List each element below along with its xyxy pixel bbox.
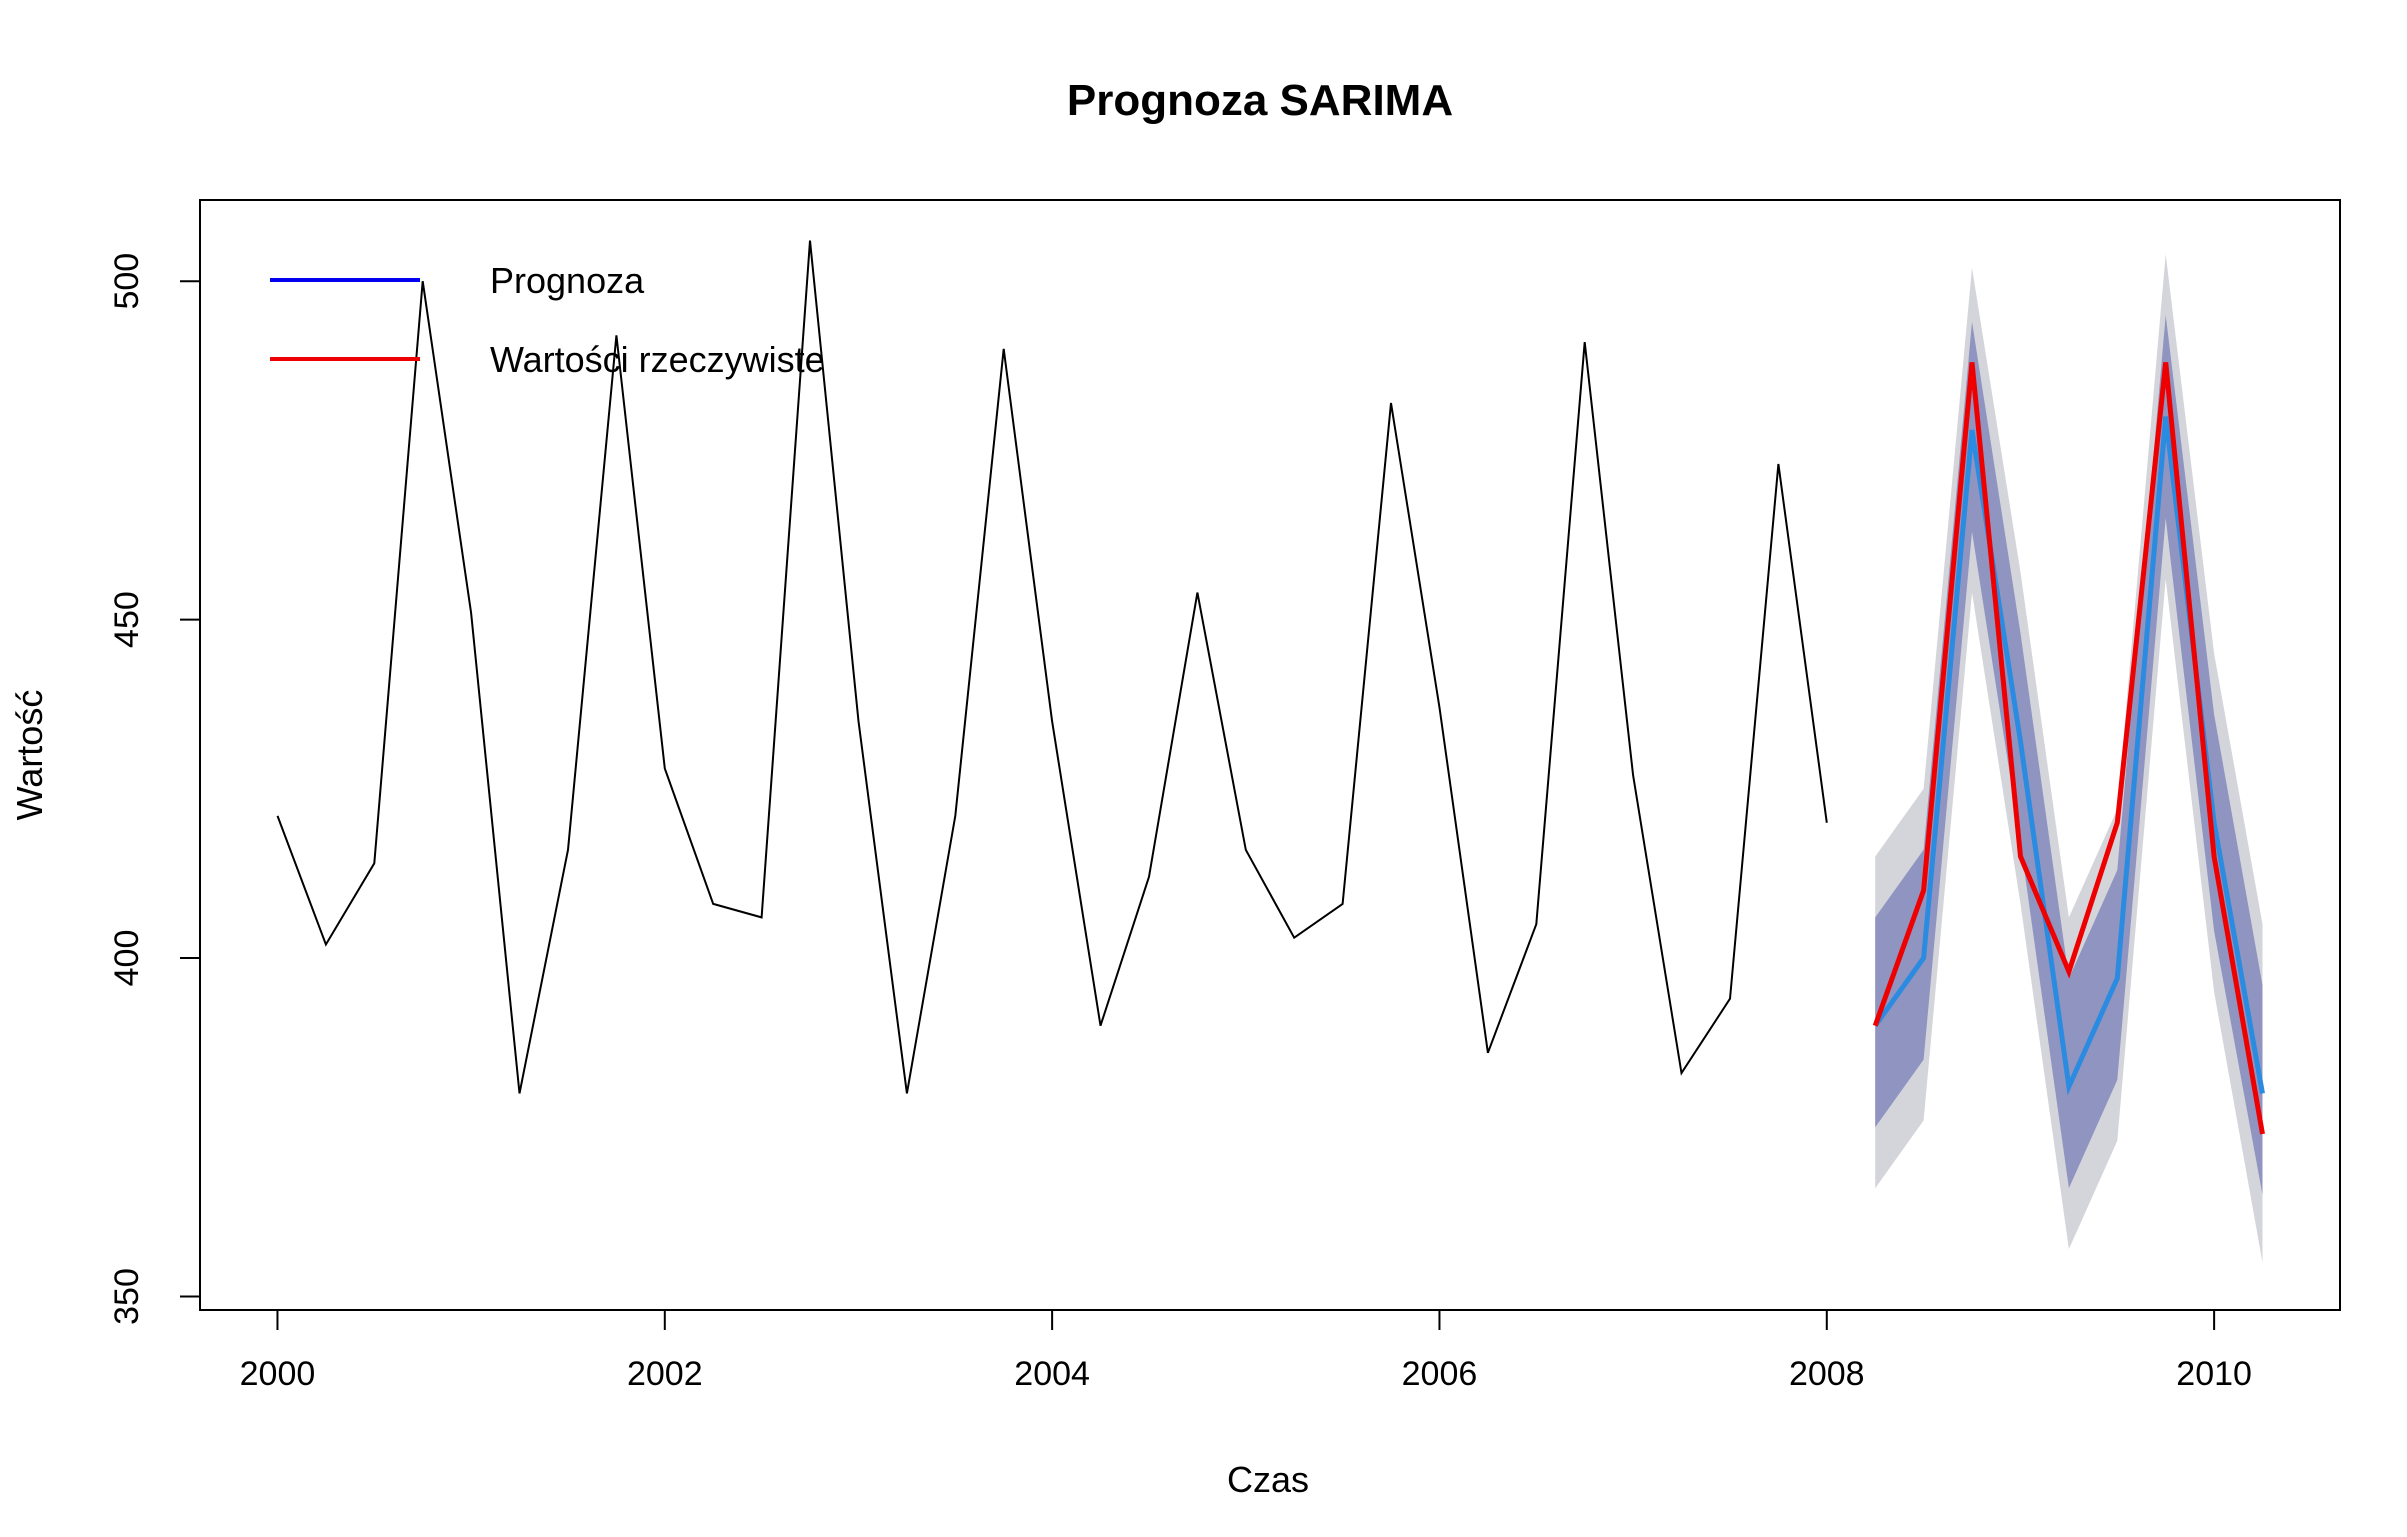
actual-line [1872,362,2265,1135]
x-axis-title: Czas [1227,1459,1309,1500]
actual-series [1872,362,2265,1135]
y-tick-label: 350 [108,1268,146,1325]
chart-title: Prognoza SARIMA [1067,76,1453,125]
x-tick-label: 2008 [1789,1355,1865,1393]
legend-label-forecast: Prognoza [490,260,645,301]
y-axis: 350 400 450 500 [108,253,201,1325]
x-tick-label: 2006 [1402,1355,1478,1393]
x-tick-label: 2010 [2176,1355,2252,1393]
history-series [276,240,1828,1094]
x-tick-label: 2004 [1014,1355,1090,1393]
ci80-area [1875,315,2263,1195]
legend-label-actual: Wartości rzeczywiste [490,339,825,380]
ci80-band [1875,315,2263,1195]
x-tick-label: 2000 [240,1355,316,1393]
x-tick-label: 2002 [627,1355,703,1393]
y-axis-title: Wartość [9,690,50,821]
x-axis: 2000 2002 2004 2006 2008 2010 [240,1309,2252,1393]
legend: Prognoza Wartości rzeczywiste [270,260,825,380]
y-tick-label: 400 [108,930,146,987]
history-line [276,240,1828,1094]
y-tick-label: 450 [108,591,146,648]
y-tick-label: 500 [108,253,146,310]
